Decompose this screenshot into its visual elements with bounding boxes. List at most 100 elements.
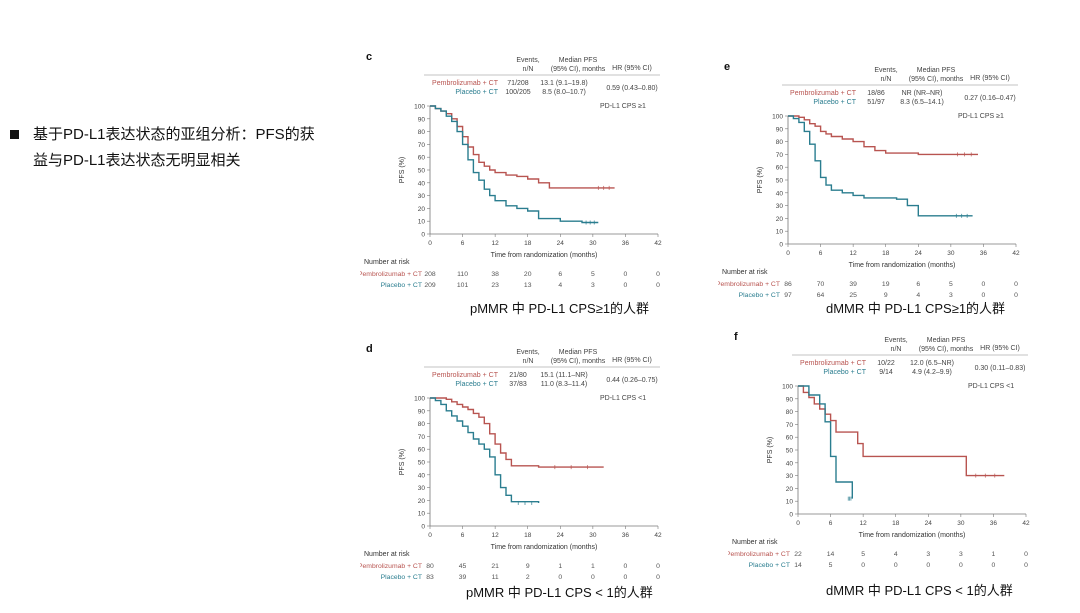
y-tick-label: 40: [776, 190, 784, 197]
risk-count: 6: [558, 271, 562, 278]
risk-count: 9: [526, 563, 530, 570]
arm-median: 15.1 (11.1–NR): [540, 372, 587, 379]
risk-count: 0: [1014, 292, 1018, 299]
y-tick-label: 60: [776, 165, 784, 172]
arm-name: Pembrolizumab + CT: [800, 360, 867, 367]
risk-count: 22: [794, 551, 802, 558]
y-tick-label: 80: [786, 409, 794, 416]
risk-count: 0: [624, 563, 628, 570]
y-tick-label: 100: [772, 114, 783, 121]
risk-count: 83: [426, 574, 434, 581]
risk-count: 0: [624, 574, 628, 581]
x-tick-label: 12: [860, 520, 868, 527]
x-tick-label: 0: [428, 240, 432, 247]
km-chart-f: f Events, n/N Median PFS (95% CI), months HR …: [726, 331, 1030, 569]
arm-name: Placebo + CT: [455, 381, 498, 388]
y-tick-label: 30: [786, 473, 794, 480]
panel-letter: d: [366, 343, 373, 355]
bullet-block: 基于PD-L1表达状态的亚组分析：PFS的获 益与PD-L1表达状态无明显相关: [10, 122, 350, 174]
y-tick-label: 70: [786, 422, 794, 429]
y-tick-label: 90: [418, 116, 426, 123]
risk-count: 14: [794, 562, 802, 569]
arm-events: 51/97: [867, 99, 885, 106]
bullet-square-icon: [10, 130, 19, 139]
risk-count: 5: [861, 551, 865, 558]
y-tick-label: 0: [779, 242, 783, 249]
risk-count: 2: [526, 574, 530, 581]
risk-count: 23: [491, 282, 499, 289]
risk-count: 0: [959, 562, 963, 569]
header-median: Median PFS (95% CI), months: [551, 349, 606, 365]
risk-count: 0: [656, 282, 660, 289]
arm-events: 18/86: [867, 90, 885, 97]
risk-count: 0: [982, 281, 986, 288]
y-tick-label: 70: [776, 152, 784, 159]
y-tick-label: 80: [776, 139, 784, 146]
risk-count: 86: [784, 281, 792, 288]
risk-count: 0: [624, 271, 628, 278]
panel-letter: c: [366, 51, 372, 63]
series-pembrolizumab-curve: [430, 397, 604, 468]
x-tick-label: 24: [557, 532, 565, 539]
risk-count: 5: [949, 281, 953, 288]
x-tick-label: 42: [654, 240, 662, 247]
risk-count: 21: [491, 563, 499, 570]
arm-median: 8.3 (6.5–14.1): [900, 99, 944, 106]
y-tick-label: 40: [786, 460, 794, 467]
hazard-ratio: 0.27 (0.16–0.47): [964, 95, 1015, 102]
risk-count: 38: [491, 271, 499, 278]
y-tick-label: 80: [418, 129, 426, 136]
y-tick-label: 70: [418, 142, 426, 149]
header-events: Events, n/N: [884, 337, 907, 353]
x-axis-label: Time from randomization (months): [491, 544, 598, 551]
x-tick-label: 0: [428, 532, 432, 539]
risk-count: 70: [817, 281, 825, 288]
y-tick-label: 90: [786, 396, 794, 403]
risk-count: 6: [916, 281, 920, 288]
risk-table-label: Number at risk: [732, 539, 778, 546]
risk-count: 4: [558, 282, 562, 289]
header-events: Events, n/N: [874, 67, 897, 83]
y-tick-label: 50: [786, 448, 794, 455]
x-axis-label: Time from randomization (months): [859, 532, 966, 539]
x-tick-label: 18: [524, 240, 532, 247]
x-tick-label: 18: [524, 532, 532, 539]
risk-count: 39: [459, 574, 467, 581]
x-tick-label: 0: [796, 520, 800, 527]
y-tick-label: 10: [776, 229, 784, 236]
series-placebo-curve: [430, 105, 599, 224]
risk-count: 0: [992, 562, 996, 569]
y-tick-label: 100: [782, 384, 793, 391]
arm-events: 21/80: [509, 372, 527, 379]
risk-count: 0: [656, 271, 660, 278]
risk-count: 64: [817, 292, 825, 299]
arm-name: Pembrolizumab + CT: [432, 372, 499, 379]
subgroup-label: PD-L1 CPS <1: [600, 395, 646, 402]
series-pembrolizumab-curve: [430, 105, 615, 189]
risk-arm-name: Placebo + CT: [739, 292, 780, 299]
arm-events: 37/83: [509, 381, 527, 388]
y-tick-label: 0: [421, 524, 425, 531]
arm-median: NR (NR–NR): [902, 90, 943, 97]
hazard-ratio: 0.59 (0.43–0.80): [606, 85, 657, 92]
risk-count: 208: [424, 271, 436, 278]
x-tick-label: 6: [461, 240, 465, 247]
risk-count: 45: [459, 563, 467, 570]
y-tick-label: 20: [786, 486, 794, 493]
bullet-line-2: 益与PD-L1表达状态无明显相关: [33, 152, 241, 169]
y-tick-label: 50: [776, 178, 784, 185]
x-tick-label: 6: [819, 250, 823, 257]
risk-arm-name: Pembrolizumab + CT: [728, 551, 790, 558]
caption-c: pMMR 中 PD-L1 CPS≥1的人群: [470, 301, 650, 316]
risk-count: 0: [926, 562, 930, 569]
arm-events: 10/22: [877, 360, 895, 367]
risk-count: 0: [656, 563, 660, 570]
arm-name: Pembrolizumab + CT: [790, 90, 857, 97]
x-tick-label: 24: [915, 250, 923, 257]
series-placebo-curve: [788, 115, 973, 217]
risk-count: 5: [591, 271, 595, 278]
header-median: Median PFS (95% CI), months: [909, 67, 964, 83]
arm-name: Placebo + CT: [813, 99, 856, 106]
y-axis-label: PFS (%): [399, 449, 406, 475]
risk-count: 4: [894, 551, 898, 558]
